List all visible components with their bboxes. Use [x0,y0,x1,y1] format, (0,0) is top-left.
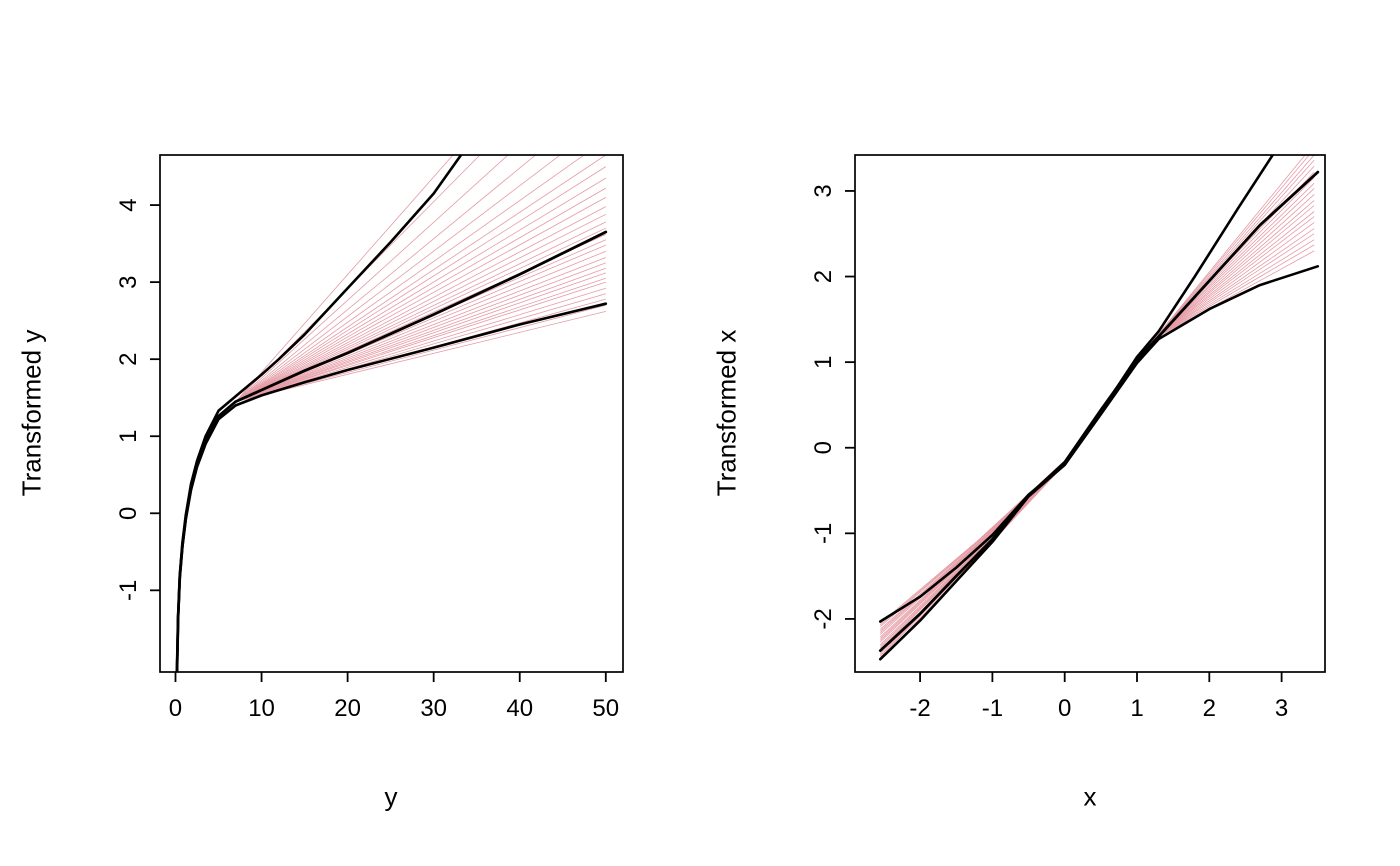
y-tick-label: 3 [115,275,142,288]
x-tick-label: -2 [909,695,930,722]
x-tick-label: 3 [1275,695,1288,722]
bootstrap-line [880,222,1315,633]
bootstrap-line [176,155,537,668]
bootstrap-line [880,250,1315,624]
bootstrap-line [176,244,606,668]
x-tick-label: 0 [1058,695,1071,722]
x-tick-label: 20 [334,695,361,722]
y-tick-label: 4 [115,198,142,211]
y-tick-label: 2 [115,353,142,366]
series-lower-band [879,265,1320,623]
bootstrap-line [176,155,509,668]
y-tick-label: -2 [810,608,837,629]
left-y-axis-label: Transformed y [16,329,47,497]
y-tick-label: 0 [115,507,142,520]
series-lower-band [175,302,608,672]
y-tick-label: 1 [810,355,837,368]
plot-lines-group [175,155,608,672]
right-x-axis-label: x [1083,781,1097,812]
plot-border [854,154,1326,673]
x-tick-label: 10 [248,695,275,722]
y-tick-label: 2 [810,270,837,283]
bootstrap-line [176,262,606,668]
series-estimate [878,170,1320,652]
bootstrap-line [176,155,607,668]
x-tick-label: 40 [506,695,533,722]
left-plot-svg: 0 10 20 30 40 50 -1 0 1 2 3 4 [115,154,624,722]
bootstrap-line [176,250,606,668]
x-tick-label: 50 [592,695,619,722]
y-tick-label: -1 [115,580,142,601]
bootstrap-line [176,221,606,668]
bootstrap-line [176,206,606,668]
bootstrap-line [176,227,606,668]
bootstrap-line [176,155,561,668]
y-tick-label: 3 [810,184,837,197]
y-tick-label: 0 [810,441,837,454]
y-tick-label: 1 [115,430,142,443]
x-tick-label: 1 [1130,695,1143,722]
bootstrap-line [176,267,606,668]
right-plot-svg: -2 -1 0 1 2 3 -2 -1 0 1 2 3 [810,154,1326,722]
bootstrap-line [176,239,606,668]
x-tick-label: 2 [1203,695,1216,722]
y-tick-label: -1 [810,523,837,544]
bootstrap-line [176,187,606,668]
bootstrap-line [176,281,606,668]
left-x-axis-label: y [384,781,398,812]
x-tick-label: 30 [420,695,447,722]
x-tick-label: 0 [169,695,182,722]
x-tick-label: -1 [982,695,1003,722]
bootstrap-line [176,177,607,668]
bootstrap-line [176,311,606,668]
series-upper-band [175,155,463,672]
plot-lines-group [878,155,1320,661]
bootstrap-line [176,277,606,668]
plot-border [159,154,624,673]
right-y-axis-label: Transformed x [711,329,742,497]
